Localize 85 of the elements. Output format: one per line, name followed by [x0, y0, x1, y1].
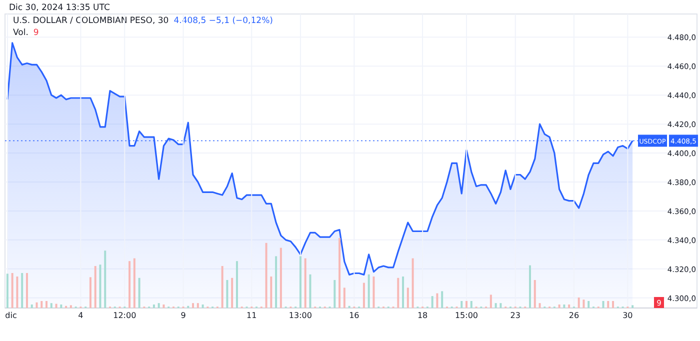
bar: [60, 304, 62, 308]
chart-title: U.S. DOLLAR / COLOMBIAN PESO, 30: [13, 16, 169, 26]
chart-title: Vol.: [13, 28, 28, 38]
x-tick-label: 11: [246, 311, 257, 320]
bar: [578, 298, 580, 308]
bar: [16, 276, 18, 308]
x-tick-label: 23: [510, 311, 520, 320]
bar: [158, 303, 160, 308]
bar: [226, 280, 228, 308]
bar: [494, 303, 497, 308]
bar: [162, 304, 165, 308]
x-tick-label: 12:00: [113, 311, 136, 320]
bar: [94, 266, 96, 308]
category-label: 9: [33, 28, 39, 38]
bar: [607, 301, 610, 308]
bar: [466, 301, 468, 308]
bar: [304, 258, 306, 308]
bar: [11, 273, 14, 308]
bar: [231, 278, 234, 308]
bar: [270, 276, 272, 308]
bar: [192, 303, 194, 308]
bar: [588, 301, 590, 308]
bar: [470, 301, 472, 308]
bar: [563, 304, 566, 308]
bar: [500, 303, 502, 308]
bar: [104, 250, 106, 308]
x-tick-label: 9: [180, 311, 186, 320]
bar: [529, 265, 531, 308]
x-tick-label: dic: [5, 311, 17, 320]
bar: [582, 300, 585, 308]
bar: [343, 288, 346, 308]
bar: [275, 256, 278, 308]
bar: [128, 261, 131, 308]
bar: [602, 301, 604, 308]
bar: [431, 296, 434, 308]
bar: [406, 288, 409, 308]
bar: [362, 282, 365, 308]
bar: [138, 278, 140, 308]
x-tick-label: 13:00: [288, 311, 312, 320]
bar: [538, 303, 541, 308]
bar: [21, 273, 24, 308]
bar: [309, 274, 312, 308]
bar: [265, 242, 268, 308]
chart-subtitle: 4.408,5 −5,1 (−0,12%): [174, 16, 273, 26]
bar: [558, 304, 560, 308]
bar: [490, 294, 492, 308]
bar: [30, 304, 33, 308]
bar: [46, 301, 48, 308]
bar: [202, 304, 204, 308]
bar: [402, 276, 404, 308]
bar: [99, 264, 102, 308]
x-tick-label: 16: [349, 311, 360, 320]
x-tick-label: 18: [417, 311, 428, 320]
bar: [55, 304, 58, 308]
bar: [89, 277, 92, 308]
bar: [460, 301, 463, 308]
bar: [334, 280, 336, 308]
bar: [568, 304, 570, 308]
text: Dic 30, 2024 13:35 UTC: [9, 3, 110, 13]
bar: [299, 256, 302, 308]
bar: [196, 303, 199, 308]
bar: [612, 301, 614, 308]
bar: [133, 258, 136, 308]
bar: [441, 291, 444, 308]
x-tick-label: 26: [568, 311, 580, 320]
bar: [397, 278, 400, 308]
bar: [436, 293, 438, 308]
bar: [632, 305, 634, 308]
bar: [368, 274, 370, 308]
bar: [236, 261, 238, 308]
x-tick-label: 4: [78, 311, 84, 320]
bar: [70, 305, 72, 308]
x-tick-label: 30: [622, 311, 633, 320]
bar: [534, 280, 536, 308]
bar: [152, 304, 155, 308]
bar: [36, 302, 38, 308]
bar: [40, 301, 43, 308]
bar: [50, 303, 52, 308]
bar: [372, 276, 375, 308]
bar: [412, 258, 414, 308]
x-tick-label: 15:00: [454, 311, 478, 320]
bar: [221, 266, 224, 308]
bar: [280, 248, 282, 308]
bar: [338, 238, 341, 308]
bar: [26, 273, 28, 308]
